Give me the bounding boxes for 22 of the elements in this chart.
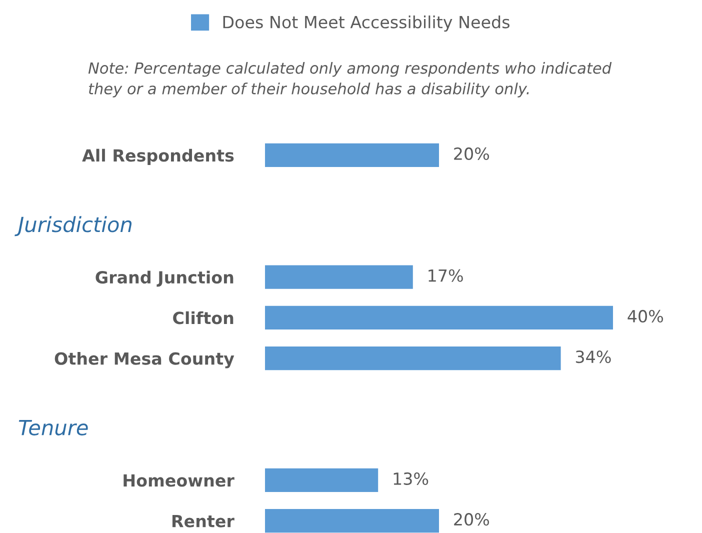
bar — [265, 306, 613, 330]
data-label: 13% — [394, 472, 428, 486]
y-tick-label: Homeowner — [124, 474, 234, 487]
bar — [265, 143, 439, 167]
data-label: 34% — [576, 350, 611, 364]
bar — [265, 265, 413, 289]
y-tick-label: Grand Junction — [96, 270, 234, 287]
y-tick-label: Clifton — [173, 311, 234, 324]
text: Tenure — [18, 420, 88, 436]
data-label: 40% — [628, 310, 664, 323]
legend-label: Does Not Meet Accessibility Needs — [223, 16, 510, 32]
y-tick-label: Renter — [172, 514, 234, 528]
data-label: 20% — [454, 513, 490, 526]
data-label: 17% — [428, 269, 463, 282]
bar — [265, 346, 561, 370]
text: Note: Percentage calculated only among respondents who indicated they or a member of their household has a disability only. — [88, 62, 612, 98]
data-label: 20% — [454, 147, 490, 160]
y-tick-label: All Respondents — [82, 148, 234, 165]
text: Jurisdiction — [14, 216, 132, 236]
bar — [265, 468, 378, 492]
bar — [265, 509, 439, 533]
y-tick-label: Other Mesa County — [54, 352, 234, 368]
